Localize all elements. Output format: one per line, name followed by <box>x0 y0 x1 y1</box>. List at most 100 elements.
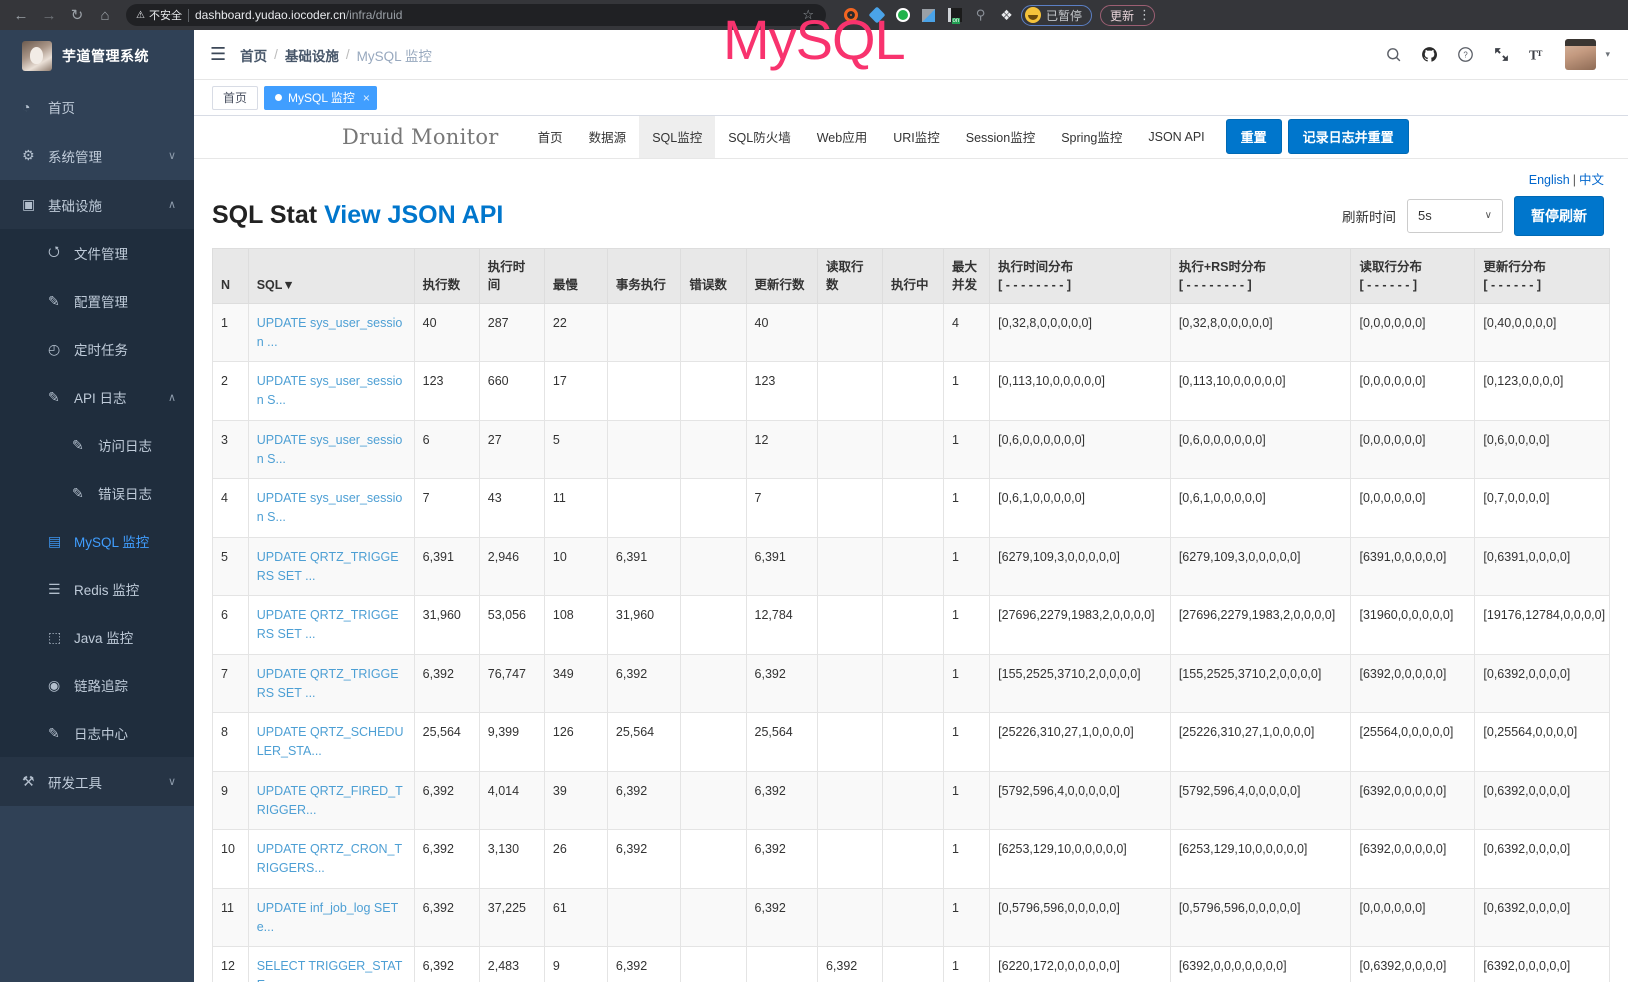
sidebar-item-scheduled-task[interactable]: ◴ 定时任务 <box>0 325 194 373</box>
cell-sql[interactable]: UPDATE QRTZ_TRIGGERS SET ... <box>247 653 415 714</box>
lang-english-link[interactable]: English <box>1528 172 1570 187</box>
view-tab-mysql-monitor[interactable]: MySQL 监控 × <box>264 85 377 110</box>
sql-link[interactable]: UPDATE QRTZ_CRON_TRIGGERS... <box>256 842 403 876</box>
breadcrumb-item-infra[interactable]: 基础设施 <box>284 48 339 64</box>
col-exec-count[interactable]: 执行数 <box>413 247 480 304</box>
druid-nav-home[interactable]: 首页 <box>537 131 563 146</box>
cell-sql[interactable]: UPDATE QRTZ_CRON_TRIGGERS... <box>247 829 415 889</box>
sidebar-brand[interactable]: 芋道管理系统 <box>0 30 194 82</box>
col-running[interactable]: 执行中 <box>882 247 944 304</box>
cell-sql[interactable]: UPDATE sys_user_session S... <box>247 419 415 480</box>
druid-nav-web-app[interactable]: Web应用 <box>816 131 868 146</box>
col-read-rows-dist[interactable]: 读取行分布 [ - - - - - - ] <box>1350 247 1476 304</box>
log-and-reset-button[interactable]: 记录日志并重置 <box>1287 119 1409 155</box>
chevron-down-icon[interactable]: ▾ <box>1605 49 1610 59</box>
sql-link[interactable]: UPDATE QRTZ_TRIGGERS SET ... <box>256 608 399 642</box>
update-button[interactable]: 更新 ⋮ <box>1100 4 1156 26</box>
extensions-puzzle-icon[interactable]: ❖ <box>1000 6 1013 23</box>
extension-icon-list-on[interactable]: on <box>946 7 963 24</box>
sidebar-item-config-manage[interactable]: ✎ 配置管理 <box>0 277 194 325</box>
cell-sql[interactable]: UPDATE QRTZ_FIRED_TRIGGER... <box>247 770 415 831</box>
sql-link[interactable]: UPDATE QRTZ_SCHEDULER_STA... <box>256 725 404 759</box>
sql-link[interactable]: UPDATE QRTZ_FIRED_TRIGGER... <box>256 783 403 817</box>
hamburger-icon[interactable]: ☰ <box>210 44 227 64</box>
druid-nav-session-monitor[interactable]: Session监控 <box>965 131 1036 146</box>
help-icon[interactable]: ? <box>1457 46 1474 63</box>
druid-nav-json-api[interactable]: JSON API <box>1148 129 1205 144</box>
cell-sql[interactable]: UPDATE sys_user_session ... <box>247 302 415 363</box>
avatar[interactable] <box>1565 39 1597 70</box>
cell-sql[interactable]: UPDATE QRTZ_TRIGGERS SET ... <box>247 595 415 655</box>
druid-nav-uri-monitor[interactable]: URI监控 <box>893 131 940 146</box>
col-exec-time-dist[interactable]: 执行时间分布 [ - - - - - - - - ] <box>989 247 1171 304</box>
sidebar-item-mysql-monitor[interactable]: ▤ MySQL 监控 <box>0 517 194 565</box>
sql-link[interactable]: UPDATE sys_user_session S... <box>256 374 403 408</box>
github-icon[interactable] <box>1421 46 1438 63</box>
reload-icon[interactable]: ↻ <box>70 7 84 24</box>
sql-link[interactable]: UPDATE QRTZ_TRIGGERS SET ... <box>256 666 399 700</box>
view-tab-home[interactable]: 首页 <box>212 85 259 110</box>
sidebar-item-api-log[interactable]: ✎ API 日志 ∧ <box>0 373 194 421</box>
extension-icon-key[interactable]: ⚲ <box>975 7 986 22</box>
druid-nav-sql-monitor[interactable]: SQL监控 <box>639 116 716 158</box>
sql-link[interactable]: UPDATE sys_user_session ... <box>256 315 403 349</box>
close-icon[interactable]: × <box>362 90 370 105</box>
sidebar-item-dev-tools[interactable]: ⚒ 研发工具 ∨ <box>0 757 194 806</box>
extension-icon-orange[interactable] <box>842 7 859 24</box>
col-n[interactable]: N <box>212 247 249 304</box>
lang-chinese-link[interactable]: 中文 <box>1578 172 1604 187</box>
sql-link[interactable]: UPDATE inf_job_log SET e... <box>256 900 398 934</box>
forward-icon[interactable]: → <box>41 6 57 24</box>
cell-sql[interactable]: SELECT TRIGGER_STATE <box>247 946 415 982</box>
pause-refresh-button[interactable]: 暂停刷新 <box>1514 195 1604 236</box>
cell-sql[interactable]: UPDATE QRTZ_TRIGGERS SET ... <box>247 536 415 597</box>
refresh-interval-select[interactable]: 5s ∨ <box>1407 198 1503 233</box>
sidebar-item-java-monitor[interactable]: ⬚ Java 监控 <box>0 613 194 661</box>
col-error-count[interactable]: 错误数 <box>680 247 747 304</box>
cell-sql[interactable]: UPDATE QRTZ_SCHEDULER_STA... <box>247 712 415 772</box>
sql-link[interactable]: UPDATE sys_user_session S... <box>256 432 403 466</box>
breadcrumb-item-home[interactable]: 首页 <box>240 48 268 64</box>
sidebar-item-log-center[interactable]: ✎ 日志中心 <box>0 709 194 757</box>
extension-icon-check-green[interactable] <box>894 7 911 24</box>
sql-link[interactable]: UPDATE QRTZ_TRIGGERS SET ... <box>256 549 399 583</box>
sidebar-item-file-manage[interactable]: ⭯ 文件管理 <box>0 229 194 277</box>
col-max-concurrent[interactable]: 最大并发 <box>942 247 991 304</box>
col-tx-exec[interactable]: 事务执行 <box>606 247 682 304</box>
cell-sql[interactable]: UPDATE inf_job_log SET e... <box>247 887 415 948</box>
sidebar-item-trace[interactable]: ◉ 链路追踪 <box>0 661 194 709</box>
fullscreen-icon[interactable] <box>1493 46 1510 63</box>
col-update-rows[interactable]: 更新行数 <box>745 247 818 304</box>
sidebar-item-system[interactable]: ⚙ 系统管理 ∨ <box>0 131 194 180</box>
profile-paused-button[interactable]: 已暂停 <box>1021 4 1093 26</box>
security-warning[interactable]: ⚠ 不安全 <box>136 7 182 23</box>
col-exec-rs-time-dist[interactable]: 执行+RS时分布 [ - - - - - - - - ] <box>1169 247 1352 304</box>
druid-nav-spring-monitor[interactable]: Spring监控 <box>1061 131 1123 146</box>
address-bar[interactable]: ⚠ 不安全 dashboard.yudao.iocoder.cn/infra/d… <box>126 4 826 26</box>
bookmark-icon[interactable]: ☆ <box>802 7 814 22</box>
col-exec-time[interactable]: 执行时间 <box>478 247 545 304</box>
sidebar-item-access-log[interactable]: ✎ 访问日志 <box>0 421 194 469</box>
search-icon[interactable] <box>1385 46 1402 63</box>
sql-link[interactable]: SELECT TRIGGER_STATE <box>256 959 403 982</box>
sidebar-item-infrastructure[interactable]: ▣ 基础设施 ∧ <box>0 180 194 229</box>
col-read-rows[interactable]: 读取行数 <box>816 247 884 304</box>
sidebar-item-error-log[interactable]: ✎ 错误日志 <box>0 469 194 517</box>
col-sql[interactable]: SQL▼ <box>247 247 415 304</box>
chrome-menu-icon[interactable]: ⋮ <box>1138 7 1151 22</box>
col-update-rows-dist[interactable]: 更新行分布 [ - - - - - - ] <box>1474 247 1610 304</box>
reset-button[interactable]: 重置 <box>1225 119 1282 155</box>
cell-sql[interactable]: UPDATE sys_user_session S... <box>247 478 415 538</box>
druid-nav-datasource[interactable]: 数据源 <box>588 131 627 146</box>
sidebar-item-home[interactable]: ◔ 首页 <box>0 82 194 131</box>
home-icon[interactable]: ⌂ <box>100 6 110 24</box>
sidebar-item-redis-monitor[interactable]: ☰ Redis 监控 <box>0 565 194 613</box>
view-json-api-link[interactable]: View JSON API <box>324 201 504 230</box>
back-icon[interactable]: ← <box>13 6 29 24</box>
extension-icon-diamond[interactable] <box>868 6 885 24</box>
extension-icon-grid[interactable] <box>920 7 937 24</box>
col-slowest[interactable]: 最慢 <box>543 247 608 304</box>
druid-nav-sql-firewall[interactable]: SQL防火墙 <box>728 131 791 146</box>
sql-link[interactable]: UPDATE sys_user_session S... <box>256 491 403 525</box>
